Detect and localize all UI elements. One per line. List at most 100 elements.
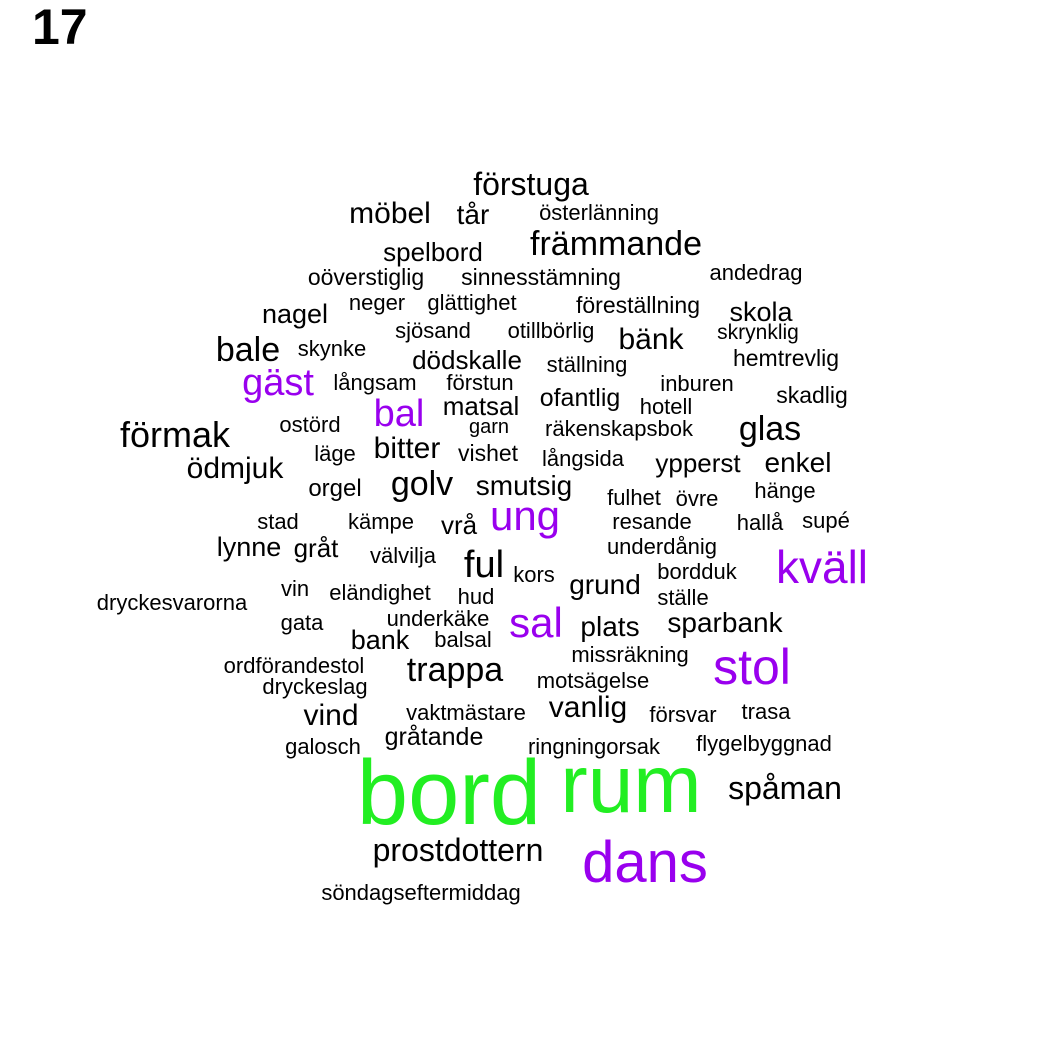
cloud-word: bale	[215, 331, 281, 370]
cloud-word: vaktmästare	[406, 700, 526, 726]
cloud-word: eländighet	[329, 580, 431, 606]
cloud-word: bal	[373, 392, 425, 435]
cloud-word: grund	[569, 568, 641, 600]
cloud-word: balsal	[434, 627, 492, 653]
cloud-word: söndagseftermiddag	[321, 880, 521, 906]
cloud-word: trasa	[741, 699, 791, 725]
cloud-word: vind	[303, 699, 359, 732]
cloud-word: övre	[675, 486, 719, 512]
cloud-word: bordduk	[657, 559, 737, 585]
cloud-word: resande	[612, 509, 692, 535]
cloud-word: ofantlig	[539, 383, 621, 412]
cloud-word: förmak	[119, 413, 231, 455]
cloud-word: sparbank	[667, 606, 783, 638]
cloud-word: glas	[738, 410, 802, 449]
page-number: 17	[32, 0, 88, 55]
cloud-word: bänk	[618, 323, 684, 356]
cloud-word: hud	[457, 584, 495, 610]
cloud-word: galosch	[285, 734, 361, 760]
cloud-word: räkenskapsbok	[545, 416, 693, 442]
cloud-word: långsam	[333, 370, 417, 396]
cloud-word: möbel	[349, 197, 431, 230]
cloud-word: andedrag	[709, 260, 803, 286]
cloud-word: enkel	[764, 446, 832, 478]
cloud-word: ostörd	[279, 412, 341, 438]
cloud-word: orgel	[308, 475, 362, 503]
cloud-word: dödskalle	[412, 344, 522, 375]
cloud-word: ödmjuk	[186, 452, 284, 485]
cloud-word: kväll	[775, 540, 869, 593]
cloud-word: hotell	[639, 394, 693, 420]
cloud-word: vrå	[440, 509, 478, 540]
cloud-word: främmande	[530, 225, 702, 264]
cloud-word: bord	[356, 742, 542, 845]
cloud-word: plats	[580, 610, 640, 642]
cloud-word: otillbörlig	[507, 318, 595, 344]
cloud-word: ypperst	[655, 447, 741, 478]
cloud-word: hallå	[736, 510, 784, 536]
cloud-word: rum	[560, 739, 702, 831]
cloud-word: ung	[489, 492, 561, 540]
cloud-word: matsal	[442, 390, 520, 421]
cloud-word: stad	[257, 509, 299, 535]
cloud-word: neger	[348, 290, 406, 316]
cloud-word: läge	[314, 441, 356, 467]
cloud-word: vishet	[457, 440, 519, 467]
cloud-word: spåman	[728, 770, 842, 807]
cloud-word: skynke	[297, 336, 367, 362]
cloud-word: gäst	[242, 361, 314, 404]
cloud-word: smutsig	[475, 469, 573, 501]
cloud-word: tår	[456, 198, 490, 230]
cloud-word: glättighet	[427, 290, 517, 316]
cloud-word: spelbord	[383, 236, 483, 267]
cloud-word: gata	[280, 610, 324, 636]
cloud-word: kors	[513, 562, 555, 588]
cloud-word: stol	[713, 639, 791, 695]
cloud-word: föreställning	[575, 292, 701, 319]
cloud-word: skrynklig	[717, 321, 799, 345]
cloud-word: hänge	[754, 478, 816, 504]
cloud-word: gråtande	[384, 722, 484, 751]
cloud-word: ringningorsak	[527, 734, 661, 760]
cloud-word: oöverstiglig	[307, 264, 425, 291]
cloud-word: inburen	[660, 371, 734, 397]
cloud-word: skola	[729, 296, 793, 327]
cloud-word: golv	[390, 465, 454, 504]
cloud-word: långsida	[542, 446, 624, 472]
cloud-word: sal	[509, 599, 563, 647]
cloud-word: skadlig	[776, 382, 848, 409]
cloud-word: dryckeslag	[262, 674, 368, 700]
cloud-word: underkäke	[386, 606, 490, 632]
cloud-word: ställning	[546, 352, 628, 378]
cloud-word: gråt	[293, 532, 339, 563]
cloud-word: bitter	[373, 432, 441, 465]
cloud-word: österlänning	[539, 200, 659, 226]
cloud-word: välvilja	[369, 543, 437, 569]
cloud-word: lynne	[216, 531, 282, 562]
cloud-word: missräkning	[571, 642, 689, 668]
cloud-word: förstuga	[473, 166, 589, 203]
cloud-word: prostdottern	[372, 832, 544, 869]
cloud-word: sinnesstämning	[461, 264, 621, 291]
cloud-word: trappa	[406, 651, 504, 690]
cloud-word: flygelbyggnad	[696, 731, 832, 757]
cloud-word: vin	[280, 576, 310, 602]
cloud-word: nagel	[261, 298, 329, 329]
cloud-word: dans	[582, 829, 708, 895]
cloud-word: fulhet	[607, 485, 661, 511]
cloud-word: försvar	[649, 702, 717, 728]
cloud-word: sjösand	[395, 318, 471, 344]
cloud-word: hemtrevlig	[732, 345, 840, 372]
cloud-word: motsägelse	[536, 668, 650, 694]
cloud-word: ful	[463, 543, 505, 586]
cloud-word: ordförandestol	[223, 653, 365, 679]
cloud-word: underdånig	[606, 534, 718, 560]
cloud-word: dryckesvarorna	[96, 590, 248, 616]
cloud-word: bank	[350, 624, 410, 655]
cloud-word: garn	[468, 416, 510, 438]
cloud-word: kämpe	[347, 509, 415, 535]
cloud-word: supé	[802, 508, 850, 534]
cloud-word: förstun	[446, 370, 514, 396]
cloud-word: ställe	[657, 585, 709, 611]
